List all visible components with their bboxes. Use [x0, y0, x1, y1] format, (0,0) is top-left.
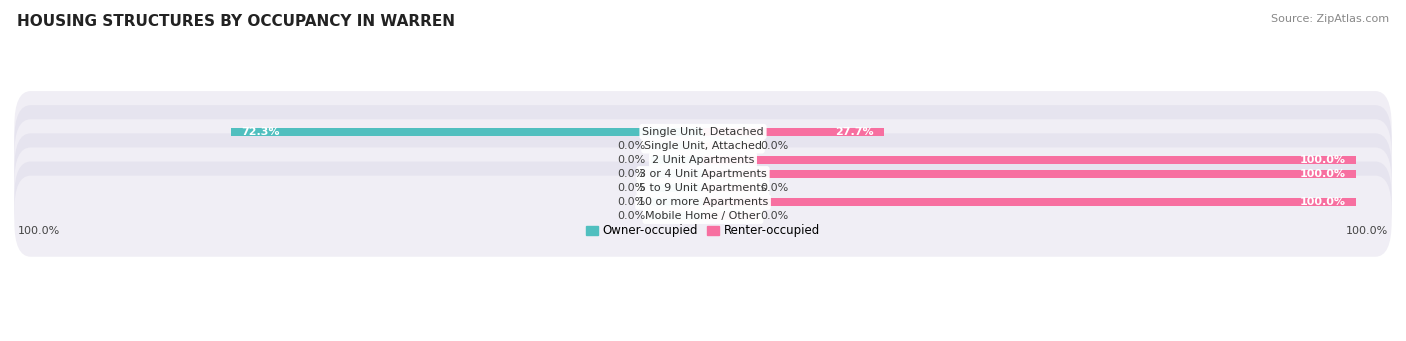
Text: Single Unit, Detached: Single Unit, Detached — [643, 127, 763, 137]
Text: 2 Unit Apartments: 2 Unit Apartments — [652, 155, 754, 165]
Bar — [703, 198, 1355, 206]
Text: HOUSING STRUCTURES BY OCCUPANCY IN WARREN: HOUSING STRUCTURES BY OCCUPANCY IN WARRE… — [17, 14, 456, 29]
Text: 27.7%: 27.7% — [835, 127, 875, 137]
FancyBboxPatch shape — [14, 162, 1392, 243]
Text: Mobile Home / Other: Mobile Home / Other — [645, 211, 761, 221]
FancyBboxPatch shape — [14, 105, 1392, 186]
FancyBboxPatch shape — [14, 176, 1392, 257]
Bar — [703, 170, 1355, 178]
Bar — [651, 156, 703, 164]
Text: 100.0%: 100.0% — [1301, 155, 1346, 165]
Text: 3 or 4 Unit Apartments: 3 or 4 Unit Apartments — [640, 169, 766, 179]
Text: 0.0%: 0.0% — [617, 155, 645, 165]
Bar — [703, 212, 755, 220]
Text: 100.0%: 100.0% — [1346, 226, 1388, 236]
Text: 0.0%: 0.0% — [761, 141, 789, 151]
Text: 0.0%: 0.0% — [617, 183, 645, 193]
FancyBboxPatch shape — [14, 147, 1392, 228]
Text: Source: ZipAtlas.com: Source: ZipAtlas.com — [1271, 14, 1389, 24]
Text: 5 to 9 Unit Apartments: 5 to 9 Unit Apartments — [640, 183, 766, 193]
Text: 10 or more Apartments: 10 or more Apartments — [638, 197, 768, 207]
Bar — [703, 184, 755, 192]
Text: 100.0%: 100.0% — [1301, 197, 1346, 207]
Text: 0.0%: 0.0% — [617, 169, 645, 179]
Text: 0.0%: 0.0% — [761, 211, 789, 221]
Text: 100.0%: 100.0% — [18, 226, 60, 236]
Legend: Owner-occupied, Renter-occupied: Owner-occupied, Renter-occupied — [581, 220, 825, 242]
Text: 0.0%: 0.0% — [761, 183, 789, 193]
Text: 0.0%: 0.0% — [617, 211, 645, 221]
Bar — [231, 128, 703, 136]
Text: 0.0%: 0.0% — [617, 141, 645, 151]
Bar — [651, 170, 703, 178]
Text: Single Unit, Attached: Single Unit, Attached — [644, 141, 762, 151]
Bar — [651, 198, 703, 206]
Bar — [651, 184, 703, 192]
Text: 100.0%: 100.0% — [1301, 169, 1346, 179]
Text: 72.3%: 72.3% — [240, 127, 280, 137]
FancyBboxPatch shape — [14, 119, 1392, 201]
Text: 0.0%: 0.0% — [617, 197, 645, 207]
Bar — [651, 212, 703, 220]
Bar — [703, 128, 884, 136]
FancyBboxPatch shape — [14, 133, 1392, 214]
Bar — [703, 142, 755, 150]
Bar — [703, 156, 1355, 164]
FancyBboxPatch shape — [14, 91, 1392, 172]
Bar — [651, 142, 703, 150]
